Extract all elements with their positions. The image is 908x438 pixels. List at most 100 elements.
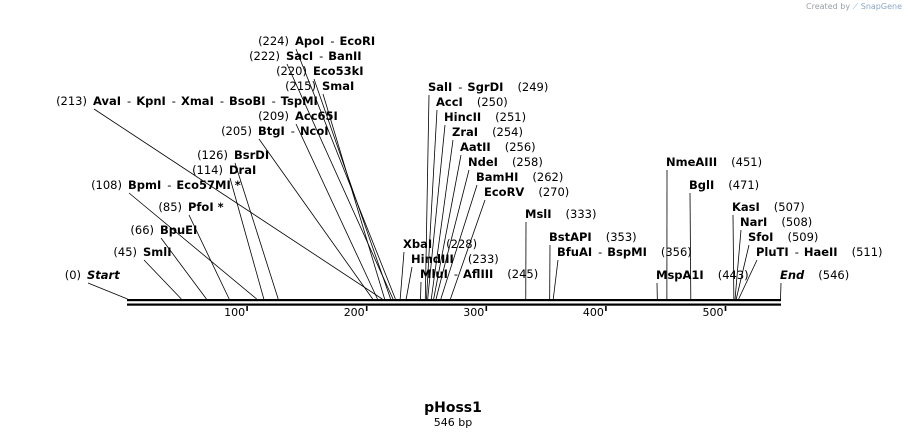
enzyme-name: NdeI: [468, 155, 498, 169]
enzyme-name: HindIII: [411, 252, 454, 266]
leader-line-apoi: [295, 48, 396, 300]
site-position: (222): [249, 49, 280, 63]
site-label-bsrdi[interactable]: BsrDI (126): [197, 148, 269, 162]
site-label-end[interactable]: End (546): [780, 268, 849, 282]
enzyme-name: TspMI: [281, 94, 318, 108]
site-label-acc65i[interactable]: Acc65I (209): [258, 109, 338, 123]
enzyme-name: BstAPI: [549, 230, 592, 244]
site-label-bgli[interactable]: BglI (471): [689, 178, 759, 192]
site-label-bpmi[interactable]: BpmI - Eco57MI * (108): [91, 178, 241, 192]
site-label-mlui[interactable]: MluI - AflIII (245): [420, 267, 538, 281]
enzyme-name: XmaI: [181, 94, 214, 108]
site-label-pluti[interactable]: PluTI - HaeII (511): [756, 245, 883, 259]
leader-line-avai: [93, 108, 383, 300]
leader-line-pluti: [738, 259, 758, 300]
site-position: (353): [606, 230, 637, 244]
enzyme-name: End: [780, 268, 805, 282]
leader-line-pfoi: [188, 214, 230, 300]
site-position: (262): [532, 170, 563, 184]
enzyme-name: SfoI: [748, 230, 773, 244]
leader-line-acc65i: [295, 123, 378, 300]
enzyme-separator: -: [458, 80, 462, 94]
enzyme-name: Start: [87, 268, 120, 282]
site-position: (507): [774, 200, 805, 214]
enzyme-name: BanII: [328, 49, 361, 63]
site-label-hincii[interactable]: HincII (251): [444, 110, 526, 124]
ruler-tick-label: 300: [463, 306, 484, 319]
site-label-ecorv[interactable]: EcoRV (270): [484, 185, 569, 199]
site-label-start[interactable]: Start (0): [65, 268, 121, 282]
leader-line-hincii: [427, 124, 446, 300]
site-label-hindiii[interactable]: HindIII (233): [411, 252, 499, 266]
ruler-tick: [246, 306, 248, 311]
enzyme-name: AccI: [436, 95, 463, 109]
leader-line-btgi: [258, 138, 374, 300]
site-label-aatii[interactable]: AatII (256): [460, 140, 536, 154]
snapgene-credit: Created by ⟋ SnapGene: [806, 2, 902, 12]
site-label-apoi[interactable]: ApoI - EcoRI (224): [258, 34, 375, 48]
site-label-ndei[interactable]: NdeI (258): [468, 155, 543, 169]
enzyme-name: ZraI: [452, 125, 478, 139]
site-position: (471): [728, 178, 759, 192]
enzyme-name: DraI: [229, 163, 256, 177]
site-label-smai[interactable]: SmaI (215): [285, 79, 354, 93]
ruler-tick-label: 100: [224, 306, 245, 319]
enzyme-separator: -: [172, 94, 176, 108]
site-label-nmeaiii[interactable]: NmeAIII (451): [666, 155, 762, 169]
site-position: (114): [192, 163, 223, 177]
site-label-avai[interactable]: AvaI - KpnI - XmaI - BsoBI - TspMI(213): [56, 94, 318, 108]
enzyme-name: NmeAIII: [666, 155, 717, 169]
site-label-drai[interactable]: DraI (114): [192, 163, 256, 177]
enzyme-name: PfoI *: [188, 200, 224, 214]
snapgene-logo-icon: ⟋: [852, 2, 859, 11]
enzyme-separator: -: [272, 94, 276, 108]
enzyme-name: KpnI: [136, 94, 166, 108]
leader-line-saci: [286, 63, 394, 300]
ruler-tick-label: 200: [344, 306, 365, 319]
site-label-bstapi[interactable]: BstAPI (353): [549, 230, 637, 244]
site-label-zrai[interactable]: ZraI (254): [452, 125, 523, 139]
enzyme-name: MluI: [420, 267, 448, 281]
site-label-btgi[interactable]: BtgI - NcoI (205): [221, 124, 329, 138]
site-label-saci[interactable]: SacI - BanII (222): [249, 49, 362, 63]
enzyme-separator: -: [291, 124, 295, 138]
site-label-acci[interactable]: AccI (250): [436, 95, 508, 109]
enzyme-name: SacI: [286, 49, 313, 63]
leader-line-smli: [143, 259, 182, 300]
site-position: (256): [505, 140, 536, 154]
site-position: (215): [285, 79, 316, 93]
enzyme-separator: -: [330, 34, 334, 48]
enzyme-name: Eco53kI: [313, 64, 364, 78]
site-label-bpuei[interactable]: BpuEI (66): [130, 223, 197, 237]
site-label-xbai[interactable]: XbaI (228): [403, 237, 477, 251]
leader-line-zrai: [430, 139, 454, 300]
site-label-sfoi[interactable]: SfoI (509): [748, 230, 818, 244]
leader-line-kasi: [732, 214, 735, 300]
backbone-top-strand: [127, 299, 781, 302]
site-position: (451): [731, 155, 762, 169]
site-label-nari[interactable]: NarI (508): [740, 215, 812, 229]
site-position: (228): [446, 237, 477, 251]
enzyme-separator: -: [220, 94, 224, 108]
site-label-kasi[interactable]: KasI (507): [732, 200, 805, 214]
site-label-smli[interactable]: SmlI (45): [113, 245, 171, 259]
enzyme-name: BsrDI: [234, 148, 269, 162]
leader-line-bsrdi: [234, 162, 279, 300]
site-label-bamhi[interactable]: BamHI (262): [476, 170, 563, 184]
site-label-sali[interactable]: SalI - SgrDI (249): [428, 80, 548, 94]
enzyme-name: NarI: [740, 215, 767, 229]
site-label-mspa1i[interactable]: MspA1I (443): [656, 268, 749, 282]
site-label-pfoi[interactable]: PfoI * (85): [158, 200, 223, 214]
credit-prefix: Created by: [806, 2, 851, 11]
site-label-bfuai[interactable]: BfuAI - BspMI (356): [557, 245, 692, 259]
ruler-ticks: 100 200 300 400 500: [224, 306, 727, 319]
site-position: (254): [492, 125, 523, 139]
enzyme-name: NcoI: [300, 124, 329, 138]
leader-line-bpmi: [128, 192, 257, 300]
site-position: (213): [56, 94, 87, 108]
site-position: (0): [65, 268, 81, 282]
site-label-msli[interactable]: MslI (333): [525, 207, 596, 221]
site-label-eco53ki[interactable]: Eco53kI (220): [276, 64, 363, 78]
enzyme-name: BglI: [689, 178, 714, 192]
site-position: (126): [197, 148, 228, 162]
